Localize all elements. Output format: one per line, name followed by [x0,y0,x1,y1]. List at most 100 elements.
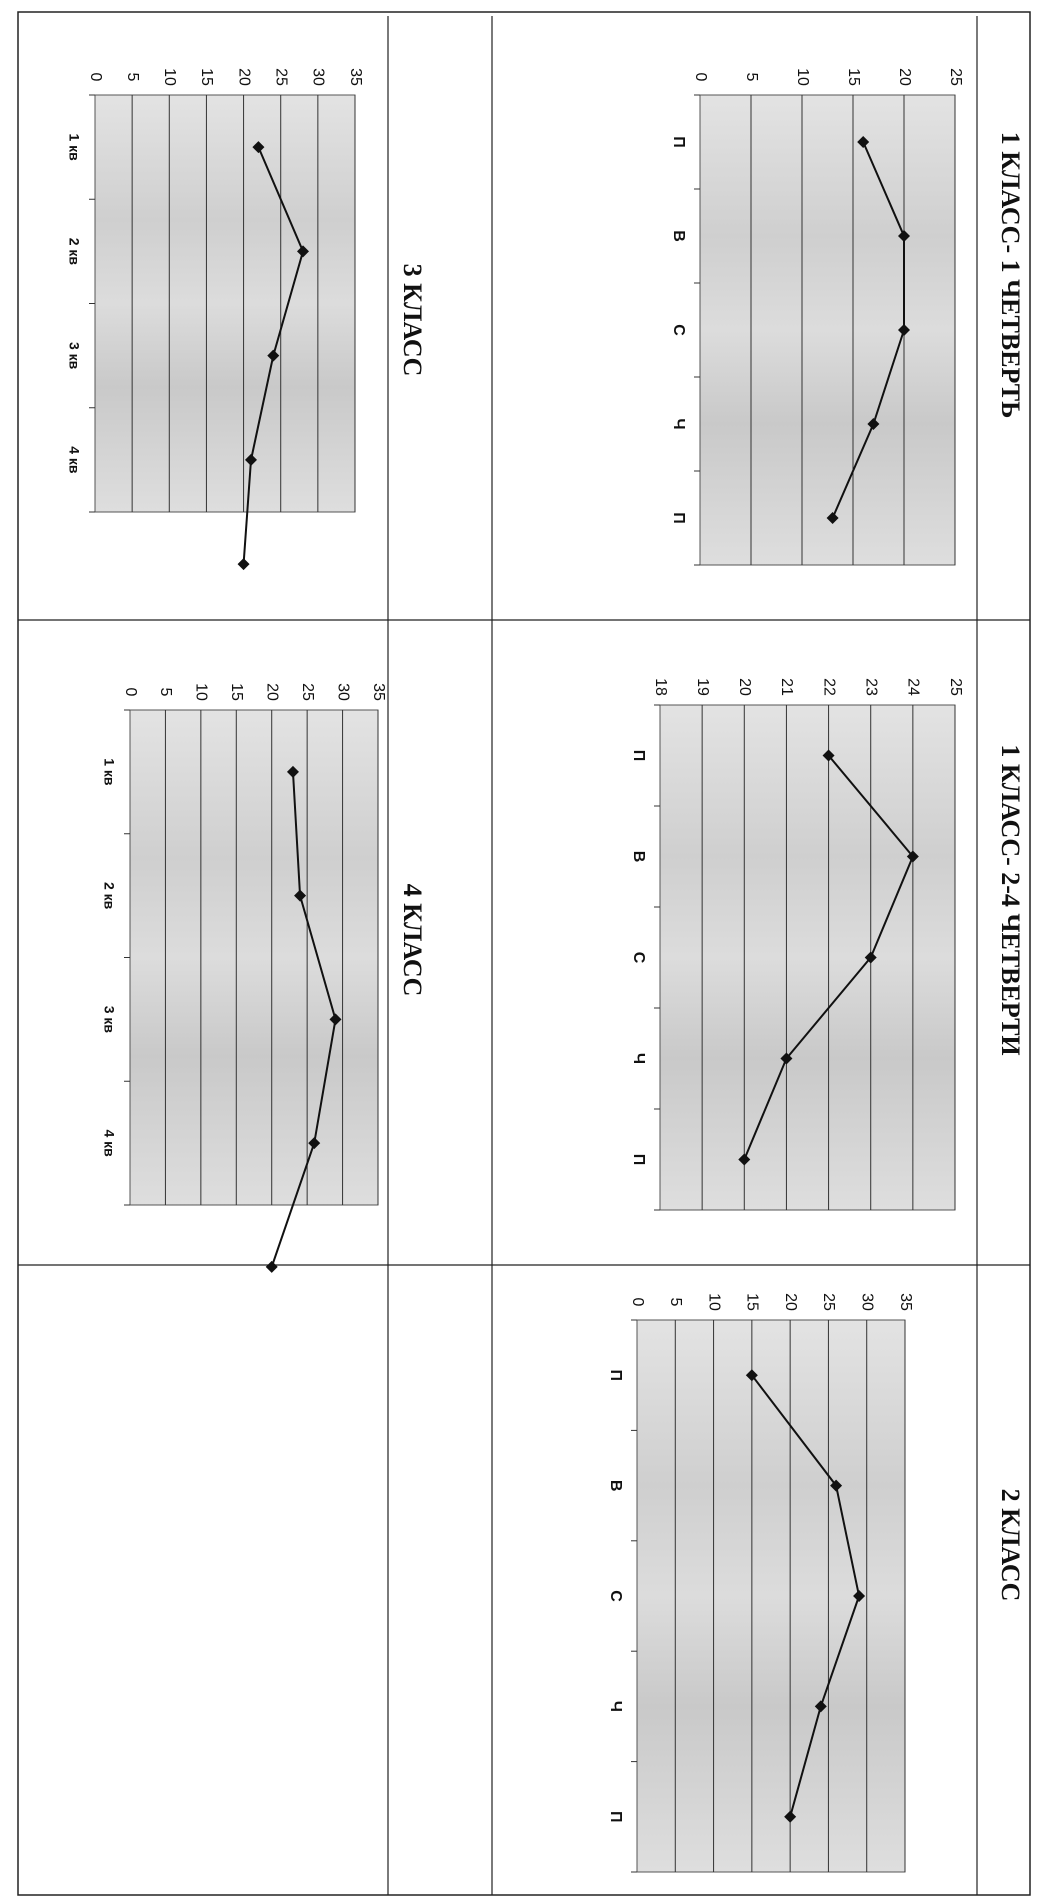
data-point [297,245,309,258]
value-tick-label: 10 [794,68,811,86]
category-label: С [607,1590,624,1602]
category-label: 2 кв [101,882,117,910]
data-point [898,324,910,336]
category-label: 3 кв [101,1006,117,1034]
value-tick-label: 25 [299,683,316,701]
category-label: С [630,952,647,964]
data-point [826,512,839,524]
chart-c1: 0 5 10 15 20 25 П В С Ч П 1 КЛАСС- 1 ЧЕТВЕРТЬ [670,68,1025,566]
chart-c2: 18 19 20 21 22 23 24 25 П В С Ч П 1 КЛАСС- 2-4 ЧЕТВЕР… [630,678,1025,1211]
value-tick-label: 0 [87,73,104,82]
category-label: В [630,851,647,863]
data-point [245,453,257,466]
value-tick-label: 15 [198,68,215,86]
category-label: П [630,750,647,762]
value-tick-label: 21 [778,678,795,696]
plot-area [699,94,956,566]
data-point [830,1479,843,1492]
value-tick-label: 35 [347,68,364,86]
data-point [780,1052,793,1065]
value-tick-label: 10 [705,1293,722,1311]
category-label: 4 кв [66,446,82,474]
value-tick-label: 10 [193,683,210,701]
value-tick-label: 30 [858,1293,875,1311]
value-tick-label: 20 [263,683,280,701]
data-point [814,1700,827,1713]
chart-title: 3 КЛАСС [398,264,427,377]
data-point [853,1590,866,1602]
chart-title: 1 КЛАСС- 2-4 ЧЕТВЕРТИ [996,744,1025,1055]
category-label: П [630,1154,647,1166]
data-point [329,1013,342,1026]
category-label: П [670,512,687,524]
value-tick-label: 19 [694,678,711,696]
plot-area [94,94,356,513]
value-tick-label: 25 [820,1293,837,1311]
data-point [857,136,870,148]
category-label: П [607,1369,624,1381]
value-tick-label: 20 [736,678,753,696]
value-tick-label: 0 [629,1298,646,1307]
value-tick-label: 20 [235,68,252,86]
data-point [267,349,280,362]
value-tick-label: 5 [667,1298,684,1307]
table-border [17,11,1031,1896]
chart-c5: 0 5 10 15 20 25 30 35 1 кв 2 кв 3 кв 4 кв 4 КЛАСС [101,683,427,1273]
value-tick-label: 20 [896,68,913,86]
data-point [898,230,910,242]
data-point [286,765,299,778]
data-point [265,1260,278,1273]
value-tick-label: 30 [334,683,351,701]
chart-title: 1 КЛАСС- 1 ЧЕТВЕРТЬ [996,132,1025,419]
data-point [738,1153,751,1166]
chart-c3: 0 5 10 15 20 25 30 35 П В С Ч П 2 КЛАСС [607,1293,1025,1873]
data-point [867,418,880,430]
category-label: 1 кв [101,758,117,786]
value-tick-label: 25 [947,68,964,86]
category-label: 3 кв [66,342,82,370]
value-tick-label: 5 [124,73,141,82]
value-tick-label: 35 [897,1293,914,1311]
chart-title: 2 КЛАСС [996,1489,1025,1602]
value-tick-label: 22 [820,678,837,696]
value-tick-label: 18 [652,678,669,696]
category-label: П [670,136,687,148]
value-tick-label: 20 [782,1293,799,1311]
value-tick-label: 35 [370,683,387,701]
data-point [906,850,919,863]
value-tick-label: 30 [310,68,327,86]
data-point [784,1810,797,1823]
value-tick-label: 5 [157,688,174,697]
category-label: Ч [670,418,687,429]
value-tick-label: 15 [228,683,245,701]
value-tick-label: 0 [122,688,139,697]
value-tick-label: 10 [161,68,178,86]
table-frame [17,11,1031,1896]
data-point [237,558,250,571]
category-label: Ч [630,1053,647,1064]
value-tick-label: 0 [692,73,709,82]
chart-title: 4 КЛАСС [398,884,427,997]
value-tick-label: 15 [845,68,862,86]
value-tick-label: 15 [744,1293,761,1311]
data-point [252,141,265,154]
category-label: П [607,1811,624,1823]
value-tick-label: 23 [862,678,879,696]
data-point [745,1369,758,1382]
category-label: 4 кв [101,1129,117,1157]
category-label: В [670,230,687,242]
value-tick-label: 25 [947,678,964,696]
category-label: Ч [607,1701,624,1712]
data-point [308,1137,321,1150]
data-point [864,951,877,964]
category-label: 1 кв [66,133,82,161]
category-label: С [670,324,687,336]
chart-c4: 0 5 10 15 20 25 30 35 1 кв 2 кв 3 кв 4 кв 3 КЛАСС [66,68,427,571]
category-label: 2 кв [66,238,82,266]
category-label: В [607,1480,624,1492]
plot-area [659,704,956,1211]
data-point [822,749,835,762]
value-tick-label: 25 [272,68,289,86]
